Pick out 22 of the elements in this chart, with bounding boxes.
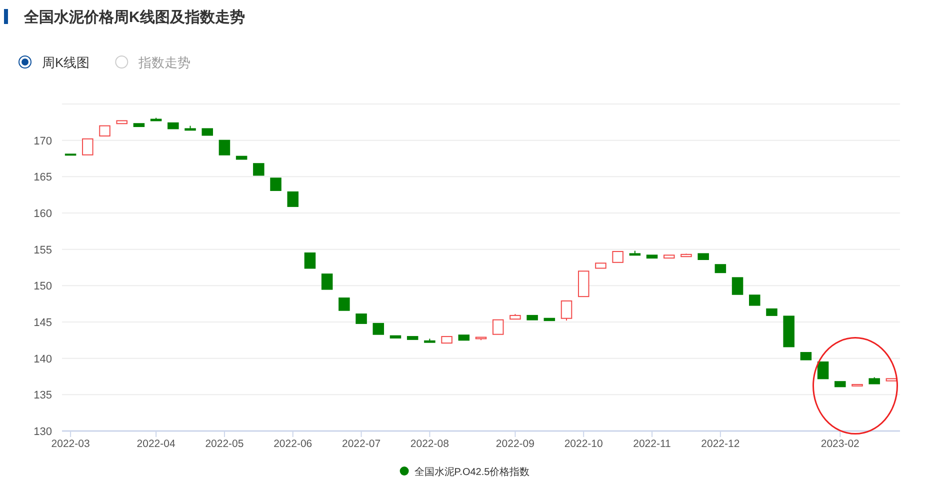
x-tick-label: 2022-05 bbox=[205, 438, 244, 450]
x-tick-label: 2022-04 bbox=[136, 438, 176, 450]
y-tick-label: 165 bbox=[34, 172, 52, 184]
y-tick-label: 145 bbox=[34, 317, 52, 329]
y-tick-label: 160 bbox=[34, 208, 52, 220]
x-tick-label: 2022-12 bbox=[701, 438, 740, 450]
x-tick-label: 2022-11 bbox=[633, 438, 672, 450]
x-tick-label: 2022-08 bbox=[410, 438, 450, 450]
x-tick-label: 2022-09 bbox=[496, 438, 535, 450]
y-tick-label: 150 bbox=[34, 280, 52, 293]
legend: 全国水泥P.O42.5价格指数 bbox=[400, 466, 530, 478]
y-tick-label: 140 bbox=[34, 353, 52, 366]
y-tick-label: 155 bbox=[34, 244, 52, 256]
x-tick-label: 2022-06 bbox=[274, 438, 312, 450]
y-tick-label: 135 bbox=[34, 390, 52, 402]
x-tick-label: 2022-07 bbox=[342, 438, 381, 450]
y-tick-label: 130 bbox=[34, 426, 52, 438]
x-tick-label: 2022-10 bbox=[564, 438, 604, 450]
x-tick-label: 2023-02 bbox=[820, 438, 860, 450]
x-tick-label: 2022-03 bbox=[51, 438, 90, 450]
y-tick-label: 170 bbox=[34, 135, 52, 148]
chart-title: 全国水泥价格周K线图及指数走势 bbox=[23, 9, 245, 26]
